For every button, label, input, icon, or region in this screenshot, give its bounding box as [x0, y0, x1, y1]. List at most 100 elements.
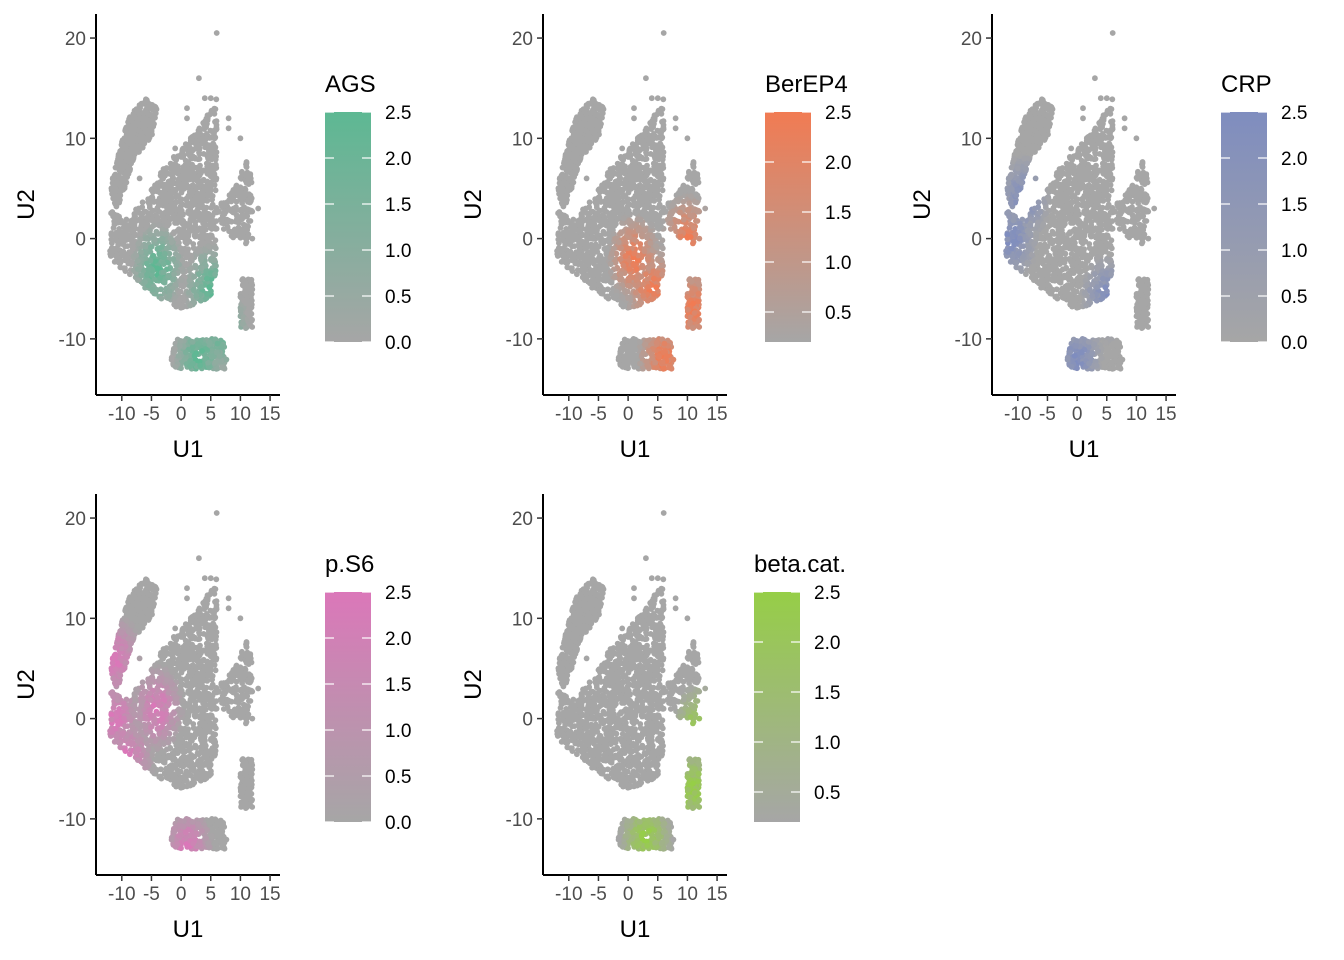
data-point [187, 302, 194, 309]
data-point [631, 250, 637, 257]
panel-3: -10 -5 0 5 10 15-1001020U1U2CRP0.00.51.01.52.… [909, 14, 1307, 463]
data-point [680, 182, 687, 189]
data-point [695, 207, 702, 214]
data-point [230, 228, 237, 235]
data-point [237, 174, 244, 181]
data-point [202, 136, 209, 143]
data-point [170, 154, 177, 160]
data-point [249, 316, 256, 323]
x-tick-label: 0 [176, 404, 187, 425]
data-point [120, 220, 127, 227]
data-point [635, 227, 642, 234]
data-point [130, 129, 136, 135]
data-point [248, 291, 255, 297]
data-point [624, 210, 631, 216]
data-point [615, 354, 622, 361]
data-point [655, 257, 661, 263]
data-point [183, 261, 190, 268]
data-point [618, 230, 624, 237]
data-point [157, 286, 164, 293]
data-point [128, 160, 135, 167]
data-point [595, 104, 602, 111]
data-point [110, 225, 117, 231]
y-tick-label: 20 [512, 29, 533, 50]
data-point [171, 230, 177, 237]
point-cloud [107, 30, 262, 372]
data-point [123, 137, 130, 144]
data-point [624, 288, 631, 295]
data-point [131, 230, 138, 237]
data-point [633, 168, 640, 174]
data-point [156, 250, 163, 257]
data-point [590, 109, 597, 116]
data-point [202, 355, 209, 362]
y-tick-label: -10 [59, 330, 86, 351]
data-point [213, 126, 220, 132]
data-point [695, 179, 702, 186]
data-point [132, 216, 138, 222]
data-point [613, 292, 620, 299]
data-point [124, 174, 130, 181]
data-point [671, 225, 678, 231]
data-point [142, 279, 148, 285]
data-point [112, 173, 118, 180]
data-point [560, 254, 567, 260]
data-point [644, 234, 650, 241]
data-point [233, 216, 240, 223]
data-point [177, 210, 184, 216]
data-point [637, 216, 644, 223]
x-axis-title: U1 [620, 436, 651, 463]
data-point [569, 243, 575, 250]
data-point [581, 258, 588, 264]
data-point [208, 146, 215, 152]
data-point [555, 236, 562, 243]
data-point [202, 233, 209, 240]
data-point [230, 190, 237, 197]
data-point [659, 106, 666, 113]
data-point [656, 201, 663, 208]
data-point [632, 208, 639, 215]
data-point [670, 356, 677, 363]
data-point [645, 254, 652, 261]
data-point [193, 350, 200, 356]
data-point [145, 266, 152, 273]
data-point [208, 276, 215, 282]
data-point [629, 349, 636, 356]
data-point [177, 343, 183, 349]
data-point [559, 173, 565, 180]
data-point [576, 142, 582, 149]
data-point [115, 156, 121, 162]
data-point [206, 243, 212, 250]
data-point [566, 150, 572, 156]
data-point [148, 244, 154, 251]
data-point [179, 229, 185, 236]
data-point [178, 196, 185, 203]
data-point [143, 109, 150, 116]
data-point [564, 192, 571, 199]
data-point [657, 251, 664, 257]
data-point [702, 205, 709, 212]
data-point [233, 182, 240, 189]
data-point [144, 136, 151, 143]
data-point [649, 233, 656, 240]
data-point [206, 339, 213, 346]
data-point [685, 185, 692, 192]
point-cloud [554, 30, 709, 372]
data-point [114, 238, 121, 245]
data-point [608, 279, 615, 286]
data-point [628, 223, 635, 229]
data-point [609, 187, 615, 193]
data-point [584, 230, 590, 237]
data-point [135, 144, 142, 150]
data-point [147, 216, 154, 223]
x-tick-label: 5 [205, 404, 216, 425]
data-point [165, 209, 172, 216]
data-point [695, 291, 702, 297]
data-point [118, 187, 125, 194]
data-point [690, 225, 697, 231]
data-point [158, 230, 165, 237]
data-point [622, 253, 629, 260]
data-point [577, 129, 583, 135]
data-point [184, 250, 191, 257]
